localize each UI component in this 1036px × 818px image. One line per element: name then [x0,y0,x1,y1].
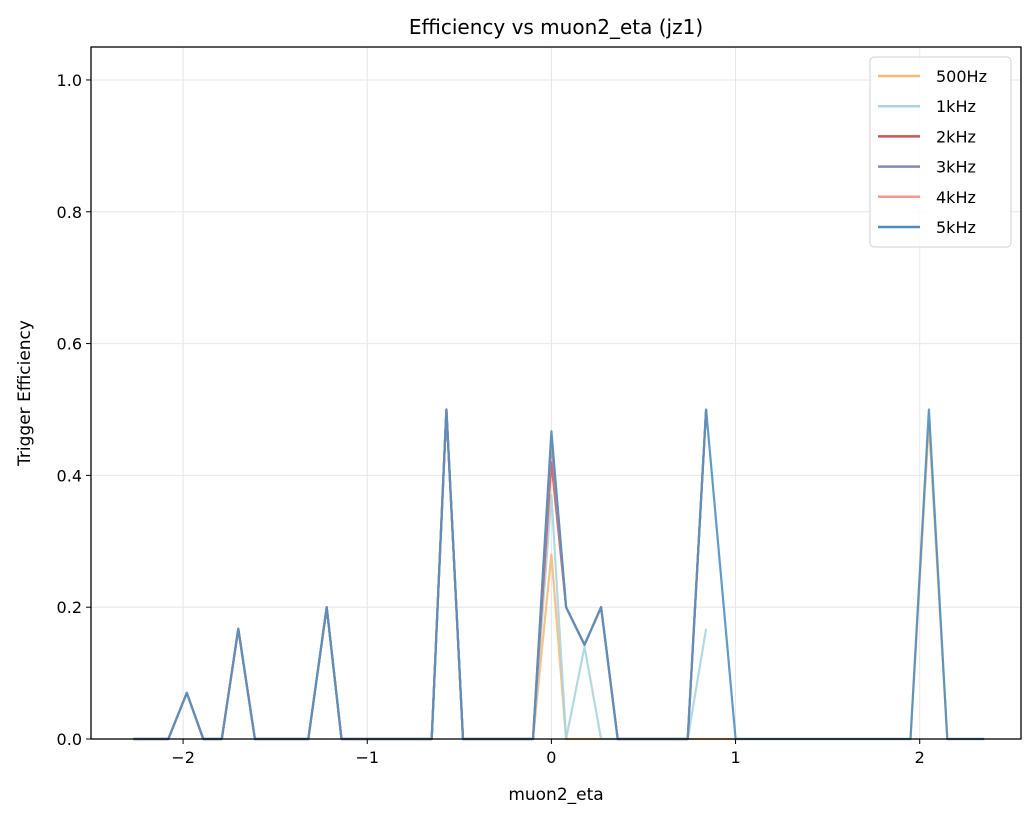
legend-entry: 500Hz [936,67,987,86]
x-tick-label: 1 [730,748,740,767]
x-tick-label: 0 [546,748,556,767]
y-axis-label: Trigger Efficiency [15,320,35,467]
x-tick-label: −1 [355,748,379,767]
legend-box [869,56,1012,248]
x-tick-label: −2 [171,748,195,767]
legend-entry: 1kHz [936,97,976,116]
y-axis-ticks: 0.0 0.2 0.4 0.6 0.8 1.0 [57,71,91,749]
y-tick-label: 0.2 [57,598,82,617]
legend-entry: 2kHz [936,127,976,146]
y-tick-label: 0.8 [57,203,82,222]
x-axis-label: muon2_eta [508,785,603,805]
y-tick-label: 1.0 [57,71,82,90]
legend-entry: 3kHz [936,158,976,177]
y-tick-label: 0.4 [57,466,82,485]
plot-frame [90,46,1022,740]
x-axis-ticks: −2 −1 0 1 2 [171,739,925,767]
legend-entry: 5kHz [936,218,976,237]
chart-title: Efficiency vs muon2_eta (jz1) [409,15,703,39]
x-tick-label: 2 [915,748,925,767]
y-tick-label: 0.6 [57,335,82,354]
grid-lines [91,47,1021,740]
y-tick-label: 0.0 [57,730,82,749]
legend-entry: 4kHz [936,188,976,207]
legend: 500Hz 1kHz 2kHz 3kHz 4kHz 5kHz [869,56,1012,248]
